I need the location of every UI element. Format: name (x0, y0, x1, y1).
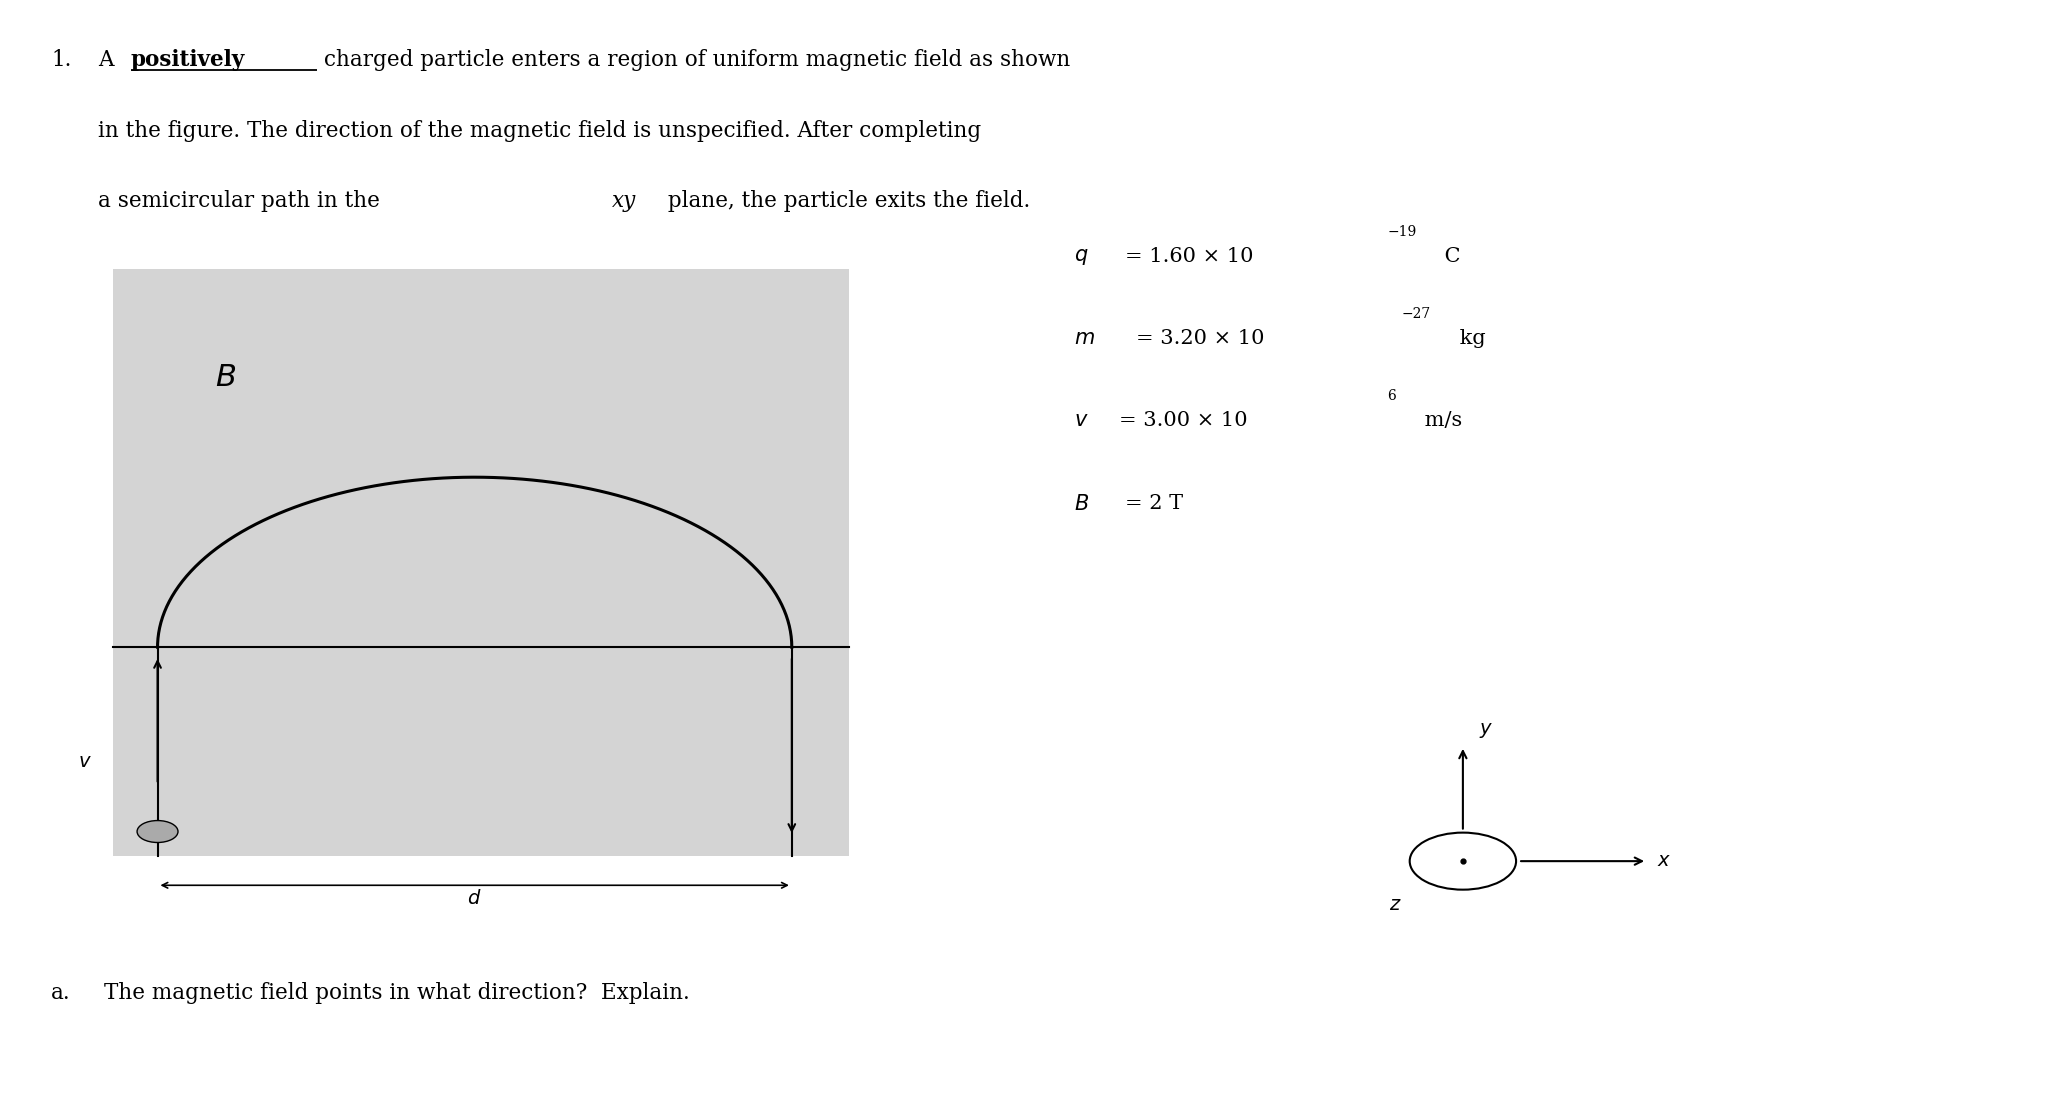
Text: = 2 T: = 2 T (1125, 494, 1183, 512)
Circle shape (1410, 833, 1516, 890)
Text: positively: positively (131, 49, 246, 71)
Text: $d$: $d$ (466, 889, 483, 907)
Text: C: C (1438, 247, 1461, 265)
Text: = 1.60 × 10: = 1.60 × 10 (1125, 247, 1254, 265)
Text: $m$: $m$ (1074, 329, 1095, 348)
Text: 1.: 1. (51, 49, 72, 71)
Text: $q$: $q$ (1074, 247, 1088, 267)
Text: kg: kg (1453, 329, 1485, 348)
Text: = 3.20 × 10: = 3.20 × 10 (1136, 329, 1264, 348)
Circle shape (137, 821, 178, 842)
Text: a.: a. (51, 982, 72, 1004)
Text: $v$: $v$ (1074, 411, 1088, 430)
Text: The magnetic field points in what direction?  Explain.: The magnetic field points in what direct… (104, 982, 690, 1004)
Text: charged particle enters a region of uniform magnetic field as shown: charged particle enters a region of unif… (317, 49, 1070, 71)
Text: $y$: $y$ (1479, 722, 1494, 740)
Text: −27: −27 (1402, 307, 1430, 321)
Text: $v$: $v$ (78, 754, 92, 771)
Text: a semicircular path in the: a semicircular path in the (98, 190, 387, 212)
Text: $x$: $x$ (1657, 852, 1672, 870)
Text: −19: −19 (1387, 225, 1416, 239)
Bar (113, 269, 849, 856)
Text: $z$: $z$ (1389, 896, 1402, 914)
Text: in the figure. The direction of the magnetic field is unspecified. After complet: in the figure. The direction of the magn… (98, 120, 982, 142)
Text: A: A (98, 49, 121, 71)
Text: plane, the particle exits the field.: plane, the particle exits the field. (661, 190, 1029, 212)
Text: m/s: m/s (1418, 411, 1463, 430)
Text: 6: 6 (1387, 389, 1395, 404)
Text: = 3.00 × 10: = 3.00 × 10 (1119, 411, 1248, 430)
Text: $B$: $B$ (215, 362, 235, 393)
Text: xy: xy (612, 190, 636, 212)
Text: $B$: $B$ (1074, 494, 1088, 513)
